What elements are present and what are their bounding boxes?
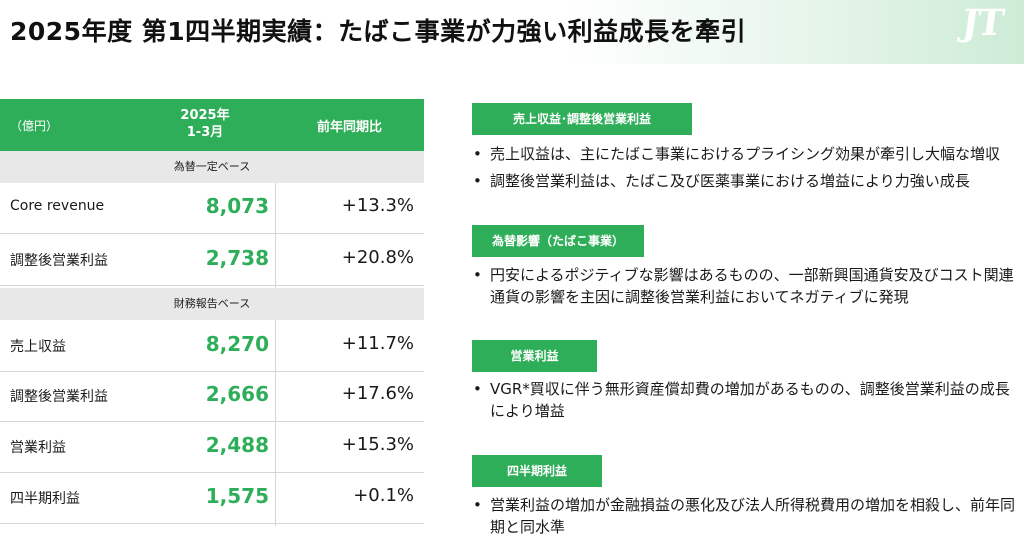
- unit-label: （億円）: [10, 119, 59, 133]
- period-label: 1-3月: [186, 125, 224, 140]
- band-constant-fx: 為替一定ベース: [0, 151, 424, 183]
- bullet-item: VGR*買収に伴う無形資産償却費の増加があるものの、調整後営業利益の成長により増…: [472, 378, 1017, 422]
- bullet-item: 営業利益の増加が金融損益の悪化及び法人所得税費用の増加を相殺し、前年同期と同水準: [472, 494, 1020, 538]
- period-header: 2025年 1-3月: [135, 107, 275, 141]
- section-tag-quarterly-profit: 四半期利益: [472, 455, 602, 487]
- row-value: 2,666: [205, 382, 269, 406]
- section-tag-revenue: 売上収益･調整後営業利益: [472, 103, 692, 135]
- bullet-item: 円安によるポジティブな影響はあるものの、一部新興国通貨安及びコスト関連通貨の影響…: [472, 264, 1020, 308]
- row-value: 2,488: [205, 433, 269, 457]
- bullet-item: 売上収益は、主にたばこ事業におけるプライシング効果が牽引し大幅な増収: [472, 143, 1022, 165]
- row-label: 営業利益: [10, 440, 66, 456]
- year-label: 2025年: [180, 108, 230, 123]
- row-value: 8,270: [205, 332, 269, 356]
- table-row: 調整後営業利益 2,738 +20.8%: [0, 235, 424, 286]
- row-yoy: +20.8%: [341, 247, 414, 268]
- row-label: Core revenue: [10, 198, 105, 214]
- row-label: 四半期利益: [10, 491, 80, 507]
- row-yoy: +11.7%: [341, 333, 414, 354]
- page-title: 2025年度 第1四半期実績：たばこ事業が力強い利益成長を牽引: [10, 17, 747, 46]
- row-yoy: +17.6%: [341, 383, 414, 404]
- table-header: （億円） 2025年 1-3月 前年同期比: [0, 99, 424, 151]
- table-row: 調整後営業利益 2,666 +17.6%: [0, 371, 424, 422]
- row-label: 調整後営業利益: [10, 253, 108, 269]
- row-label: 調整後営業利益: [10, 389, 108, 405]
- row-value: 1,575: [205, 484, 269, 508]
- row-yoy: +13.3%: [341, 195, 414, 216]
- row-label: 売上収益: [10, 339, 66, 355]
- bullet-item: 調整後営業利益は、たばこ及び医薬事業における増益により力強い成長: [472, 170, 1022, 192]
- row-yoy: +0.1%: [353, 485, 414, 506]
- yoy-header: 前年同期比: [316, 120, 382, 135]
- table-row: 四半期利益 1,575 +0.1%: [0, 473, 424, 524]
- title-bar: 2025年度 第1四半期実績：たばこ事業が力強い利益成長を牽引 JT: [0, 0, 1024, 64]
- row-value: 8,073: [205, 194, 269, 218]
- section-tag-operating-profit: 営業利益: [472, 340, 597, 372]
- section-tag-fx: 為替影響（たばこ事業）: [472, 225, 644, 257]
- row-value: 2,738: [205, 246, 269, 270]
- row-yoy: +15.3%: [341, 434, 414, 455]
- band-reported: 財務報告ベース: [0, 288, 424, 320]
- table-row: Core revenue 8,073 +13.3%: [0, 183, 424, 234]
- table-row: 営業利益 2,488 +15.3%: [0, 422, 424, 473]
- column-divider: [275, 183, 276, 288]
- table-row: 売上収益 8,270 +11.7%: [0, 321, 424, 372]
- column-divider: [275, 320, 276, 526]
- jt-logo: JT: [959, 2, 1005, 44]
